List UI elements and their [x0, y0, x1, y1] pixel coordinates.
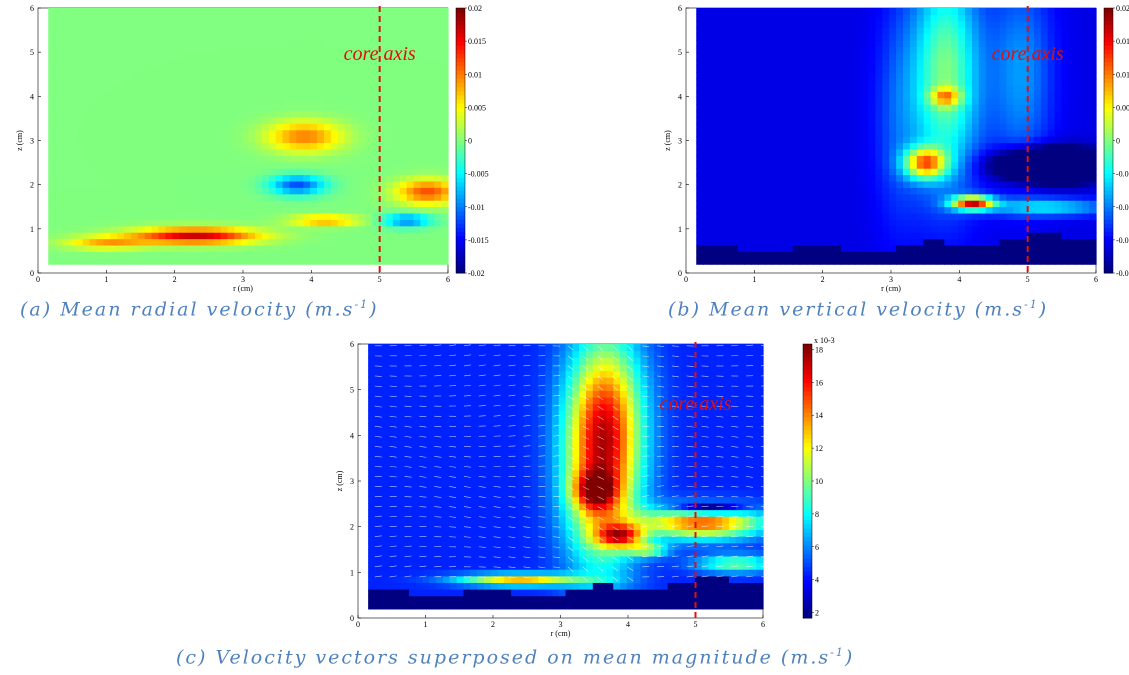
ylabel-a: z (cm)	[15, 130, 24, 151]
ytick-label-a-4: 4	[30, 92, 34, 101]
ytick-label-b-5: 5	[678, 48, 682, 57]
core-axis-label-a: core axis	[344, 43, 416, 65]
ylabel-b: z (cm)	[663, 130, 672, 151]
ytick-label-c-4: 4	[350, 431, 354, 440]
xtick-label-a-6: 6	[446, 275, 450, 284]
core-axis-label-b: core axis	[992, 43, 1064, 65]
colorbar-tick-b-5: -0.005	[1116, 170, 1129, 179]
colorbar-tick-b-4: 0	[1116, 137, 1120, 146]
ytick-label-c-6: 6	[350, 340, 354, 349]
colorbar-tick-a-2: 0.01	[468, 70, 482, 79]
ytick-label-b-3: 3	[678, 137, 682, 146]
xlabel-c: r (cm)	[551, 629, 571, 638]
colorbar-tick-a-3: 0.005	[468, 103, 486, 112]
xtick-label-c-4: 4	[626, 620, 630, 629]
ytick-label-a-3: 3	[30, 137, 34, 146]
xtick-label-b-4: 4	[957, 275, 961, 284]
xlabel-b: r (cm)	[881, 284, 901, 293]
colorbar-tick-b-3: 0.005	[1116, 103, 1129, 112]
xtick-label-b-0: 0	[684, 275, 688, 284]
panel-b: 0 1 2 3 4 5 6 0 1 2 3 4 5 6 r (cm) z (cm) core axis 0.02 0…	[648, 0, 1129, 300]
ytick-label-c-1: 1	[350, 568, 354, 577]
heatmap-b: 0 1 2 3 4 5 6 0 1 2 3 4 5 6 r (cm) z (cm) core axis 0.02 0…	[663, 4, 1129, 293]
xtick-label-b-5: 5	[1026, 275, 1030, 284]
xlabel-a: r (cm)	[233, 284, 253, 293]
xtick-label-c-5: 5	[694, 620, 698, 629]
xtick-label-c-2: 2	[491, 620, 495, 629]
xtick-label-b-3: 3	[889, 275, 893, 284]
colorbar-tick-b-6: -0.01	[1116, 203, 1129, 212]
ytick-label-b-0: 0	[678, 269, 682, 278]
ytick-label-a-0: 0	[30, 269, 34, 278]
colorbar-tick-b-0: 0.02	[1116, 4, 1129, 13]
xtick-label-a-1: 1	[104, 275, 108, 284]
xtick-label-c-3: 3	[559, 620, 563, 629]
colorbar-b	[1103, 7, 1115, 274]
xtick-label-c-6: 6	[761, 620, 765, 629]
colorbar-tick-c-4: 10	[815, 477, 823, 486]
ytick-label-b-1: 1	[678, 225, 682, 234]
ytick-label-c-5: 5	[350, 386, 354, 395]
xtick-label-a-2: 2	[173, 275, 177, 284]
ytick-label-a-1: 1	[30, 225, 34, 234]
heatmap-field-c	[368, 344, 764, 610]
xtick-label-b-1: 1	[752, 275, 756, 284]
panel-a: 0 1 2 3 4 5 6 0 1 2 3 4 5 6 r (cm) z (cm) core axis 0.02 0…	[0, 0, 489, 300]
heatmap-a: 0 1 2 3 4 5 6 0 1 2 3 4 5 6 r (cm) z (cm) core axis 0.02 0…	[15, 4, 489, 293]
colorbar-tick-c-0: 18	[815, 345, 823, 354]
colorbar-c	[802, 343, 814, 619]
colorbar-tick-b-2: 0.01	[1116, 70, 1129, 79]
ytick-label-a-6: 6	[30, 4, 34, 13]
xtick-label-a-4: 4	[309, 275, 313, 284]
colorbar-tick-b-1: 0.015	[1116, 37, 1129, 46]
colorbar-tick-b-8: -0.02	[1116, 269, 1129, 278]
colorbar-tick-a-4: 0	[468, 137, 472, 146]
colorbar-exponent-c: x 10-3	[814, 336, 835, 345]
colorbar-tick-a-7: -0.015	[468, 236, 489, 245]
xtick-label-a-0: 0	[36, 275, 40, 284]
colorbar-tick-a-1: 0.015	[468, 37, 486, 46]
xtick-label-b-6: 6	[1094, 275, 1098, 284]
colorbar-tick-c-5: 8	[815, 510, 819, 519]
colorbar-tick-a-0: 0.02	[468, 4, 482, 13]
colorbar-tick-c-7: 4	[815, 576, 819, 585]
colorbar-tick-c-3: 12	[815, 444, 823, 453]
ytick-label-a-5: 5	[30, 48, 34, 57]
ytick-label-b-4: 4	[678, 92, 682, 101]
colorbar-tick-c-8: 2	[815, 609, 819, 618]
xtick-label-a-5: 5	[378, 275, 382, 284]
core-axis-label-c: core axis	[659, 393, 731, 415]
ylabel-c: z (cm)	[335, 470, 344, 491]
colorbar-tick-a-8: -0.02	[468, 269, 485, 278]
ytick-label-c-2: 2	[350, 523, 354, 532]
xtick-label-c-1: 1	[424, 620, 428, 629]
ytick-label-b-2: 2	[678, 181, 682, 190]
colorbar-tick-c-1: 16	[815, 378, 823, 387]
caption-b: (b) Mean vertical velocity (m.s-1)	[668, 298, 1049, 321]
ytick-label-c-0: 0	[350, 614, 354, 623]
velocity-vectors	[374, 344, 768, 582]
colorbar-tick-b-7: -0.015	[1116, 236, 1129, 245]
xtick-label-a-3: 3	[241, 275, 245, 284]
caption-c: (c) Velocity vectors superposed on mean …	[176, 646, 855, 669]
heatmap-field-a	[48, 8, 449, 265]
colorbar-tick-c-6: 6	[815, 543, 819, 552]
ytick-label-a-2: 2	[30, 181, 34, 190]
xtick-label-b-2: 2	[821, 275, 825, 284]
colorbar-tick-c-2: 14	[815, 411, 823, 420]
colorbar-a	[455, 7, 467, 274]
ytick-label-c-3: 3	[350, 477, 354, 486]
heatmap-field-b	[696, 8, 1097, 265]
colorbar-tick-a-5: -0.005	[468, 170, 489, 179]
caption-a: (a) Mean radial velocity (m.s-1)	[20, 298, 379, 321]
colorbar-tick-a-6: -0.01	[468, 203, 485, 212]
xtick-label-c-0: 0	[356, 620, 360, 629]
ytick-label-b-6: 6	[678, 4, 682, 13]
